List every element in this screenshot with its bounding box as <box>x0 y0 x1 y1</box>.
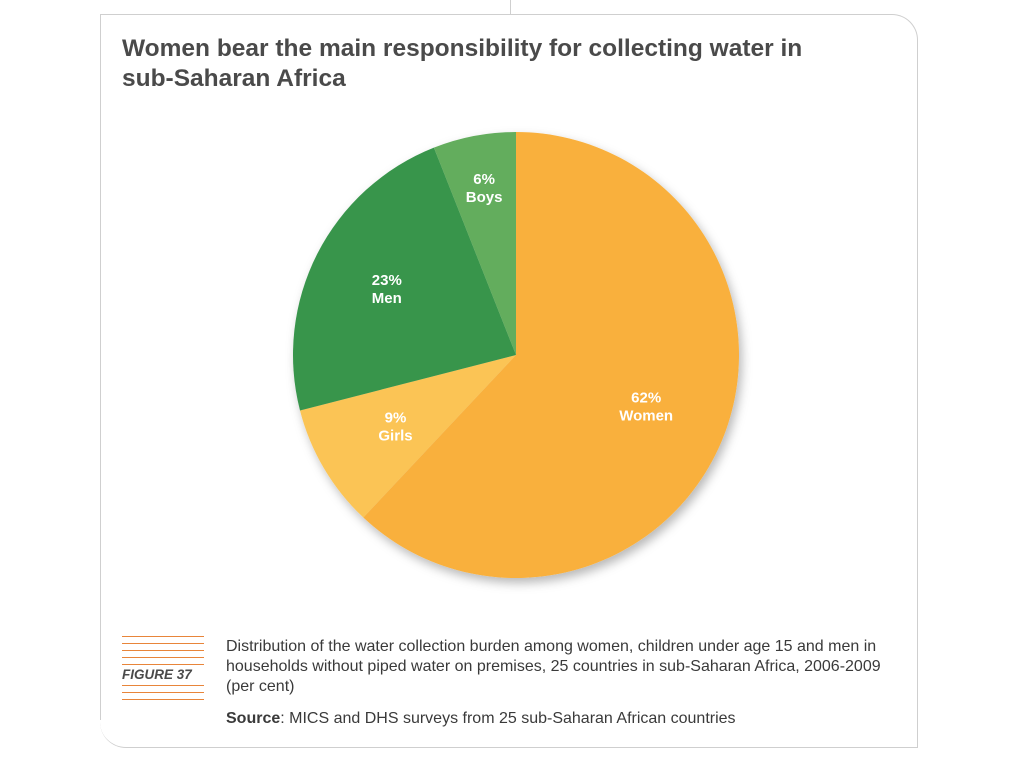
pie-slice-boys <box>433 132 516 355</box>
pie-slice-girls <box>300 355 516 518</box>
slice-name-boys: Boys <box>466 189 503 206</box>
slice-label-men: 23% Men <box>372 272 402 307</box>
slice-label-women: 62% Women <box>619 390 673 425</box>
pie-slices <box>292 132 740 578</box>
figure-card <box>100 14 918 748</box>
slice-name-women: Women <box>619 408 673 425</box>
chart-title: Women bear the main responsibility for c… <box>122 35 803 92</box>
figure-source: Source: MICS and DHS surveys from 25 sub… <box>226 709 906 729</box>
figure-card-left-edge <box>100 14 101 720</box>
pie-slice-men <box>292 147 516 411</box>
slice-value-boys: 6% <box>473 171 495 188</box>
pie-slice-women <box>363 132 740 578</box>
pie-labels: 62% Women 9% Girls 23% Men 6% Boys <box>372 171 673 444</box>
figure-caption: Distribution of the water collection bur… <box>226 638 881 695</box>
slice-value-women: 62% <box>631 390 661 407</box>
source-text: : MICS and DHS surveys from 25 sub-Sahar… <box>280 710 736 727</box>
slice-value-girls: 9% <box>385 409 407 426</box>
slice-label-boys: 6% Boys <box>466 171 503 206</box>
slice-name-girls: Girls <box>378 427 412 444</box>
slice-value-men: 23% <box>372 272 402 289</box>
source-label: Source <box>226 710 281 727</box>
top-divider-line <box>510 0 511 14</box>
figure-number-label: FIGURE 37 <box>122 666 204 684</box>
slice-label-girls: 9% Girls <box>378 409 412 444</box>
slice-name-men: Men <box>372 290 402 307</box>
